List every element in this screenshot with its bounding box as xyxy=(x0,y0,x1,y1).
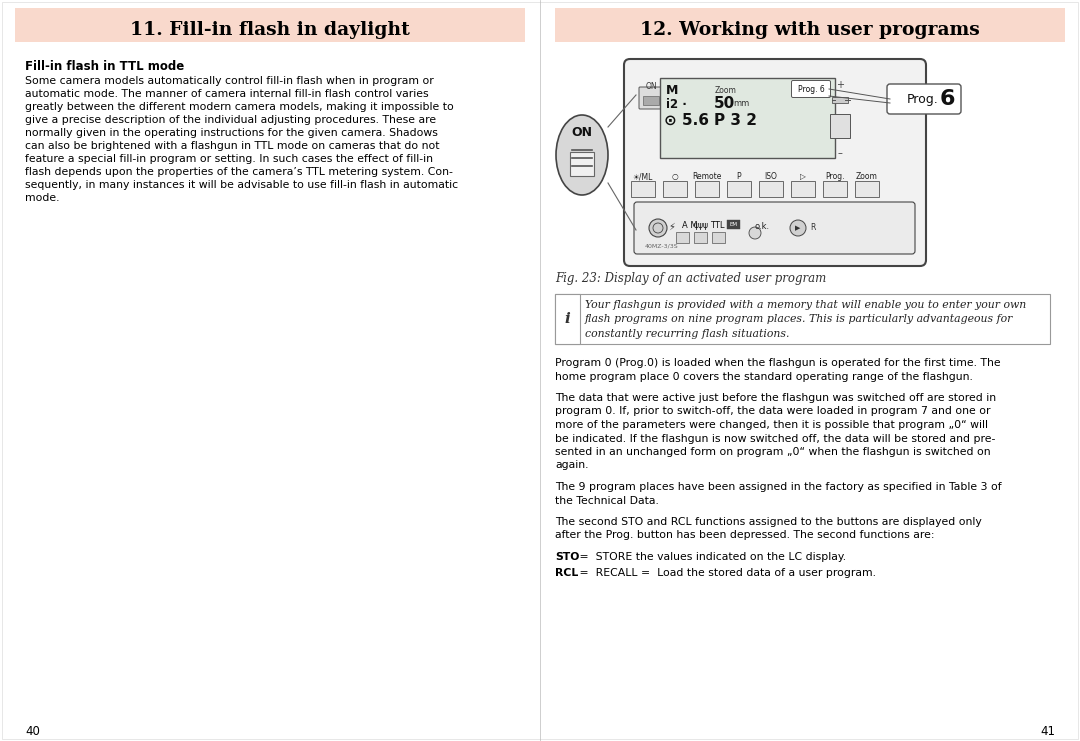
Text: 40: 40 xyxy=(25,725,40,738)
Text: The 9 program places have been assigned in the factory as specified in Table 3 o: The 9 program places have been assigned … xyxy=(555,482,1001,492)
FancyBboxPatch shape xyxy=(791,181,815,197)
Text: Prog. 6: Prog. 6 xyxy=(798,84,824,93)
Text: –: – xyxy=(838,148,842,158)
Text: Remote: Remote xyxy=(692,172,721,181)
Text: constantly recurring flash situations.: constantly recurring flash situations. xyxy=(585,329,789,339)
Text: ▷: ▷ xyxy=(800,172,806,181)
Text: sequently, in many instances it will be advisable to use fill-in flash in automa: sequently, in many instances it will be … xyxy=(25,180,458,190)
Text: TTL: TTL xyxy=(710,221,725,230)
Text: Fill-in flash in TTL mode: Fill-in flash in TTL mode xyxy=(25,60,185,73)
Text: The second STO and RCL functions assigned to the buttons are displayed only: The second STO and RCL functions assigne… xyxy=(555,517,982,527)
Text: Fig. 23: Display of an activated user program: Fig. 23: Display of an activated user pr… xyxy=(555,272,826,285)
Text: mm: mm xyxy=(733,99,750,108)
FancyBboxPatch shape xyxy=(555,8,1065,42)
Text: 50: 50 xyxy=(714,96,735,111)
Text: the Technical Data.: the Technical Data. xyxy=(555,496,659,505)
FancyBboxPatch shape xyxy=(631,181,654,197)
Text: home program place 0 covers the standard operating range of the flashgun.: home program place 0 covers the standard… xyxy=(555,371,973,382)
FancyBboxPatch shape xyxy=(675,231,689,242)
FancyBboxPatch shape xyxy=(855,181,879,197)
FancyBboxPatch shape xyxy=(634,202,915,254)
Ellipse shape xyxy=(556,115,608,195)
FancyBboxPatch shape xyxy=(831,114,850,138)
FancyBboxPatch shape xyxy=(727,181,751,197)
FancyBboxPatch shape xyxy=(887,84,961,114)
Text: M: M xyxy=(666,84,678,97)
Text: o.k.: o.k. xyxy=(755,222,770,231)
Text: +: + xyxy=(836,80,843,90)
FancyBboxPatch shape xyxy=(570,152,594,176)
Text: ☀/ML: ☀/ML xyxy=(633,172,653,181)
Text: after the Prog. button has been depressed. The second functions are:: after the Prog. button has been depresse… xyxy=(555,531,934,540)
Text: ⚡: ⚡ xyxy=(669,222,675,232)
Text: ⊙ 5.6: ⊙ 5.6 xyxy=(664,113,708,128)
FancyBboxPatch shape xyxy=(663,181,687,197)
FancyBboxPatch shape xyxy=(555,294,580,344)
Text: 40MZ-3/3S: 40MZ-3/3S xyxy=(645,244,678,249)
Text: program 0. If, prior to switch-off, the data were loaded in program 7 and one or: program 0. If, prior to switch-off, the … xyxy=(555,407,990,416)
Text: 6: 6 xyxy=(940,89,956,109)
FancyBboxPatch shape xyxy=(660,78,835,158)
Text: automatic mode. The manner of camera internal fill-in flash control varies: automatic mode. The manner of camera int… xyxy=(25,89,429,99)
FancyBboxPatch shape xyxy=(639,87,663,109)
Text: R: R xyxy=(810,224,815,233)
Text: Prog.: Prog. xyxy=(825,172,845,181)
Text: 12. Working with user programs: 12. Working with user programs xyxy=(640,21,980,39)
FancyBboxPatch shape xyxy=(832,97,848,103)
Text: ON: ON xyxy=(645,82,657,91)
Text: can also be brightened with a flashgun in TTL mode on cameras that do not: can also be brightened with a flashgun i… xyxy=(25,141,440,151)
Text: Program 0 (Prog.0) is loaded when the flashgun is operated for the first time. T: Program 0 (Prog.0) is loaded when the fl… xyxy=(555,358,1001,368)
Text: P 3 2: P 3 2 xyxy=(714,113,757,128)
Text: EM: EM xyxy=(729,222,737,227)
Text: A M: A M xyxy=(681,221,698,230)
Text: ISO: ISO xyxy=(765,172,778,181)
Text: ▶: ▶ xyxy=(795,225,800,231)
Text: Zoom: Zoom xyxy=(856,172,878,181)
FancyBboxPatch shape xyxy=(15,8,525,42)
Circle shape xyxy=(789,220,806,236)
Text: give a precise description of the individual adjusting procedures. These are: give a precise description of the indivi… xyxy=(25,115,436,125)
FancyBboxPatch shape xyxy=(823,181,847,197)
Text: ON: ON xyxy=(571,127,593,139)
Text: =  RECALL =  Load the stored data of a user program.: = RECALL = Load the stored data of a use… xyxy=(576,568,876,577)
Text: i: i xyxy=(564,312,570,326)
Text: 41: 41 xyxy=(1040,725,1055,738)
FancyBboxPatch shape xyxy=(696,181,719,197)
Text: Some camera models automatically control fill-in flash when in program or: Some camera models automatically control… xyxy=(25,76,434,86)
FancyBboxPatch shape xyxy=(555,294,1050,344)
Text: flash programs on nine program places. This is particularly advantageous for: flash programs on nine program places. T… xyxy=(585,314,1013,325)
FancyBboxPatch shape xyxy=(624,59,926,266)
FancyBboxPatch shape xyxy=(792,81,831,98)
Text: P: P xyxy=(737,172,741,181)
Text: greatly between the different modern camera models, making it impossible to: greatly between the different modern cam… xyxy=(25,102,454,112)
Text: be indicated. If the flashgun is now switched off, the data will be stored and p: be indicated. If the flashgun is now swi… xyxy=(555,433,996,444)
Text: =  STORE the values indicated on the LC display.: = STORE the values indicated on the LC d… xyxy=(576,552,846,562)
FancyBboxPatch shape xyxy=(693,231,706,242)
Circle shape xyxy=(649,219,667,237)
Text: feature a special fill-in program or setting. In such cases the effect of fill-i: feature a special fill-in program or set… xyxy=(25,154,433,164)
FancyBboxPatch shape xyxy=(712,231,725,242)
Text: 11. Fill-in flash in daylight: 11. Fill-in flash in daylight xyxy=(130,21,410,39)
Text: ○: ○ xyxy=(672,172,678,181)
Text: again.: again. xyxy=(555,460,589,471)
Text: more of the parameters were changed, then it is possible that program „0“ will: more of the parameters were changed, the… xyxy=(555,420,988,430)
Text: i2 ·: i2 · xyxy=(666,98,687,111)
Text: Your flashgun is provided with a memory that will enable you to enter your own: Your flashgun is provided with a memory … xyxy=(585,300,1026,310)
Text: flash depends upon the properties of the camera’s TTL metering system. Con-: flash depends upon the properties of the… xyxy=(25,167,453,177)
Circle shape xyxy=(750,227,761,239)
Text: Zoom: Zoom xyxy=(715,86,737,95)
Text: Prog.: Prog. xyxy=(907,93,939,105)
Text: ψψψ: ψψψ xyxy=(694,221,708,230)
Text: STO: STO xyxy=(555,552,579,562)
Text: RCL: RCL xyxy=(555,568,578,577)
FancyBboxPatch shape xyxy=(643,96,659,105)
Text: The data that were active just before the flashgun was switched off are stored i: The data that were active just before th… xyxy=(555,393,996,403)
Text: normally given in the operating instructions for the given camera. Shadows: normally given in the operating instruct… xyxy=(25,128,437,138)
FancyBboxPatch shape xyxy=(759,181,783,197)
Text: sented in an unchanged form on program „0“ when the flashgun is switched on: sented in an unchanged form on program „… xyxy=(555,447,990,457)
FancyBboxPatch shape xyxy=(727,220,740,229)
Text: mode.: mode. xyxy=(25,193,59,203)
